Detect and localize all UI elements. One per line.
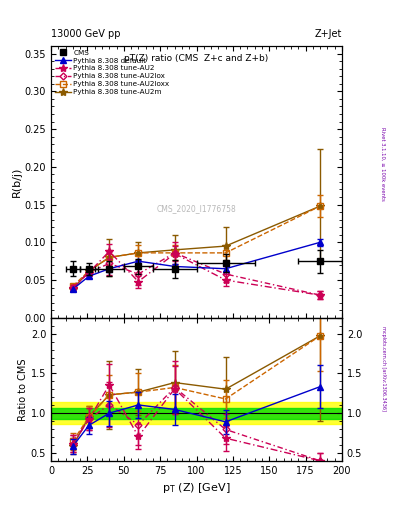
Bar [51,402,342,424]
X-axis label: $\mathregular{p_T}$ (Z) [GeV]: $\mathregular{p_T}$ (Z) [GeV] [162,481,231,495]
Text: pT(Z) ratio (CMS  Z+c and Z+b): pT(Z) ratio (CMS Z+c and Z+b) [124,54,269,63]
Text: Rivet 3.1.10, ≥ 100k events: Rivet 3.1.10, ≥ 100k events [381,127,386,201]
Text: CMS_2020_I1776758: CMS_2020_I1776758 [157,205,236,214]
Text: mcplots.cern.ch [arXiv:1306.3436]: mcplots.cern.ch [arXiv:1306.3436] [381,326,386,411]
Y-axis label: R(b/j): R(b/j) [12,167,22,197]
Legend: CMS, Pythia 8.308 default, Pythia 8.308 tune-AU2, Pythia 8.308 tune-AU2lox, Pyth: CMS, Pythia 8.308 default, Pythia 8.308 … [53,48,171,96]
Text: 13000 GeV pp: 13000 GeV pp [51,29,121,39]
Y-axis label: Ratio to CMS: Ratio to CMS [18,358,28,420]
Text: Z+Jet: Z+Jet [314,29,342,39]
Bar [51,408,342,419]
